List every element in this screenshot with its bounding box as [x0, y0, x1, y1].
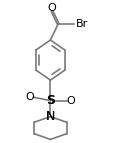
Text: N: N [46, 110, 55, 123]
Text: S: S [46, 94, 55, 107]
Text: N: N [46, 110, 55, 123]
Text: O: O [66, 96, 75, 106]
Text: O: O [25, 92, 34, 102]
Text: O: O [48, 3, 57, 13]
Text: Br: Br [76, 19, 88, 29]
